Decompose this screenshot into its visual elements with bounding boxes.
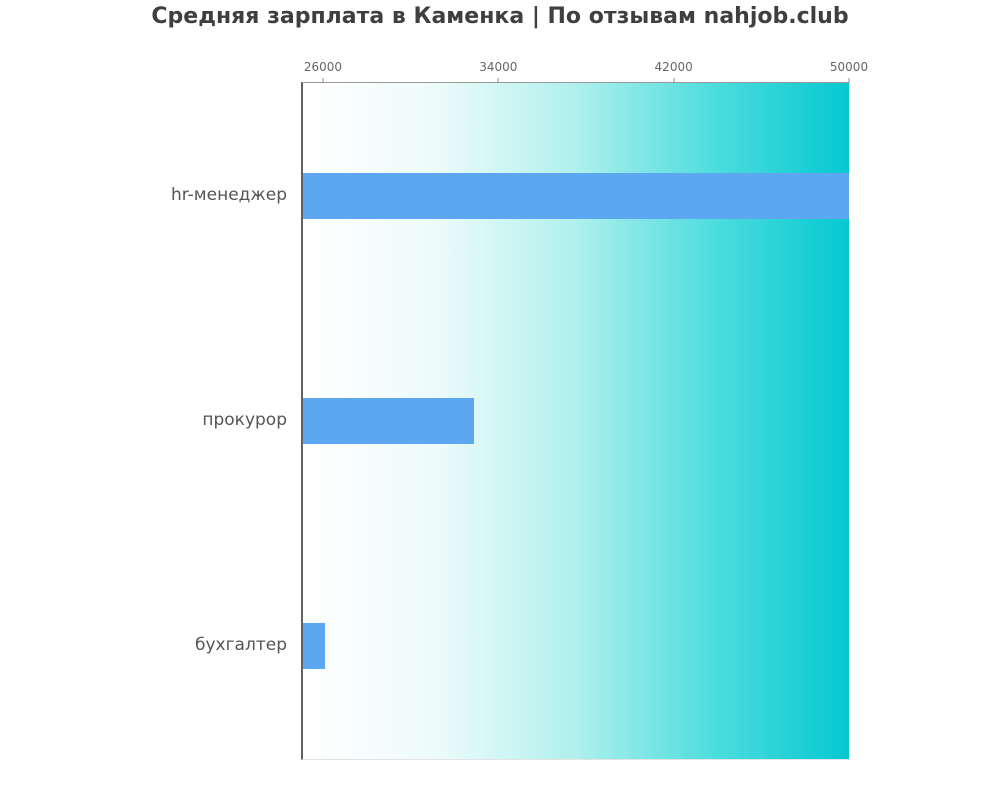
x-tick-label: 34000 [479, 60, 518, 74]
category-label: hr-менеджер [171, 185, 287, 205]
bar-hr-менеджер [303, 173, 849, 219]
x-tick-mark [848, 78, 850, 83]
bar-бухгалтер [303, 623, 326, 669]
bar-прокурор [303, 398, 475, 444]
category-label: бухгалтер [195, 635, 287, 655]
plot-area: 26000 34000 42000 50000 [301, 60, 868, 760]
x-tick-label: 42000 [654, 60, 693, 74]
chart-title: Средняя зарплата в Каменка | По отзывам … [151, 4, 849, 29]
x-tick-label: 26000 [303, 60, 343, 74]
x-tick-label: 50000 [829, 60, 869, 74]
category-label: прокурор [202, 410, 287, 430]
x-tick-mark [497, 78, 499, 83]
x-tick-mark [673, 78, 675, 83]
category-axis: hr-менеджер прокурор бухгалтер [0, 82, 287, 760]
x-tick-mark [322, 78, 324, 83]
